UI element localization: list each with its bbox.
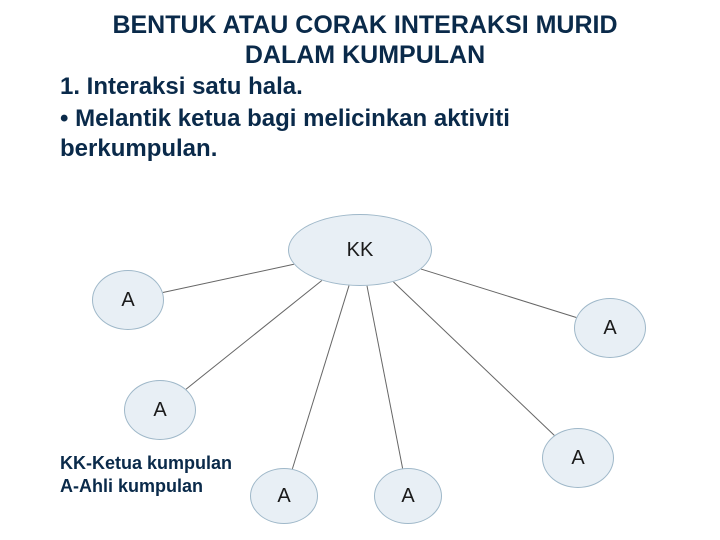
member-node: A xyxy=(542,428,614,488)
title-line-1: BENTUK ATAU CORAK INTERAKSI MURID xyxy=(112,11,617,39)
member-node: A xyxy=(92,270,164,330)
diagram-edge xyxy=(163,264,294,292)
center-node: KK xyxy=(288,214,432,286)
page-title: BENTUK ATAU CORAK INTERAKSI MURID DALAM … xyxy=(60,10,670,70)
member-node: A xyxy=(374,468,442,524)
diagram-edge xyxy=(393,282,554,436)
member-node: A xyxy=(574,298,646,358)
diagram-legend: KK-Ketua kumpulan A-Ahli kumpulan xyxy=(60,452,232,497)
header-block: BENTUK ATAU CORAK INTERAKSI MURID DALAM … xyxy=(0,0,720,164)
legend-line-1: KK-Ketua kumpulan xyxy=(60,453,232,473)
diagram-edge xyxy=(421,269,576,317)
diagram-edge xyxy=(186,281,322,390)
member-node: A xyxy=(124,380,196,440)
subheading-1: 1. Interaksi satu hala. xyxy=(60,72,670,102)
legend-line-2: A-Ahli kumpulan xyxy=(60,476,203,496)
diagram-edge xyxy=(292,286,349,469)
title-line-2: DALAM KUMPULAN xyxy=(245,41,485,69)
subheading-2: • Melantik ketua bagi melicinkan aktivit… xyxy=(60,104,670,164)
diagram-edge xyxy=(367,286,403,469)
member-node: A xyxy=(250,468,318,524)
